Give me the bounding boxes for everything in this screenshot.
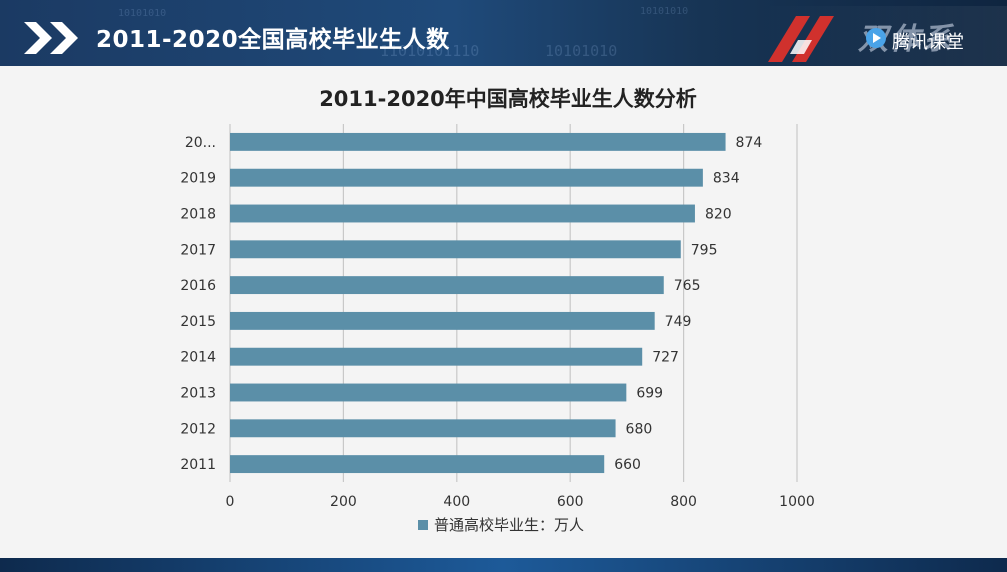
data-label: 660 bbox=[614, 457, 641, 473]
x-tick-label: 600 bbox=[557, 494, 584, 510]
chart-legend: 普通高校毕业生：万人 bbox=[418, 516, 584, 534]
slide-header: 10101010 11010101110 10101010 10101010 2… bbox=[0, 0, 1007, 66]
bar bbox=[230, 132, 726, 151]
x-tick-label: 1000 bbox=[779, 494, 815, 510]
background-code: 11010101110 bbox=[380, 42, 480, 60]
legend-swatch bbox=[418, 520, 428, 530]
bar bbox=[230, 383, 627, 402]
slide-title: 2011-2020全国高校毕业生人数 bbox=[96, 27, 450, 53]
bar bbox=[230, 276, 664, 295]
data-label: 765 bbox=[674, 278, 701, 294]
y-tick-label: 2012 bbox=[180, 421, 216, 437]
x-tick-label: 800 bbox=[670, 494, 697, 510]
background-code: 10101010 bbox=[118, 8, 167, 19]
brand-logo-icon bbox=[768, 16, 834, 62]
x-tick-label: 400 bbox=[443, 494, 470, 510]
legend-label: 普通高校毕业生：万人 bbox=[434, 516, 584, 534]
data-label: 834 bbox=[713, 171, 740, 187]
background-code: 10101010 bbox=[545, 42, 618, 60]
platform-name: 腾讯课堂 bbox=[892, 32, 964, 53]
bar bbox=[230, 455, 605, 474]
data-label: 820 bbox=[705, 207, 732, 223]
bar bbox=[230, 347, 643, 366]
y-tick-label: 2019 bbox=[180, 171, 216, 187]
y-tick-label: 2018 bbox=[180, 207, 216, 223]
y-tick-label: 2017 bbox=[180, 242, 216, 258]
bar-chart: 2011-2020年中国高校毕业生人数分析 0 200 400 600 800 1000 2… bbox=[180, 87, 814, 534]
y-tick-label: 2014 bbox=[180, 350, 216, 366]
x-tick-label: 200 bbox=[330, 494, 357, 510]
data-label: 749 bbox=[665, 314, 692, 330]
bar bbox=[230, 311, 655, 330]
data-label: 680 bbox=[626, 421, 653, 437]
bar bbox=[230, 419, 616, 438]
bar bbox=[230, 240, 681, 259]
double-chevron-icon bbox=[24, 22, 78, 54]
background-code: 10101010 bbox=[640, 6, 689, 17]
y-tick-label: 2016 bbox=[180, 278, 216, 294]
play-icon bbox=[866, 28, 886, 48]
data-label: 727 bbox=[652, 350, 679, 366]
y-tick-label: 2013 bbox=[180, 386, 216, 402]
chart-bars bbox=[230, 132, 726, 474]
y-tick-label: 20... bbox=[185, 135, 216, 151]
chart-title: 2011-2020年中国高校毕业生人数分析 bbox=[319, 87, 697, 111]
y-tick-label: 2011 bbox=[180, 457, 216, 473]
bar bbox=[230, 168, 703, 187]
slide-footer bbox=[0, 558, 1007, 572]
x-tick-label: 0 bbox=[226, 494, 235, 510]
bar bbox=[230, 204, 695, 223]
data-label: 874 bbox=[736, 135, 763, 151]
data-label: 699 bbox=[636, 386, 663, 402]
y-tick-label: 2015 bbox=[180, 314, 216, 330]
data-label: 795 bbox=[691, 242, 718, 258]
chart-labels: 0 200 400 600 800 1000 2011 660 2012 680 2013 699 20… bbox=[180, 135, 814, 510]
